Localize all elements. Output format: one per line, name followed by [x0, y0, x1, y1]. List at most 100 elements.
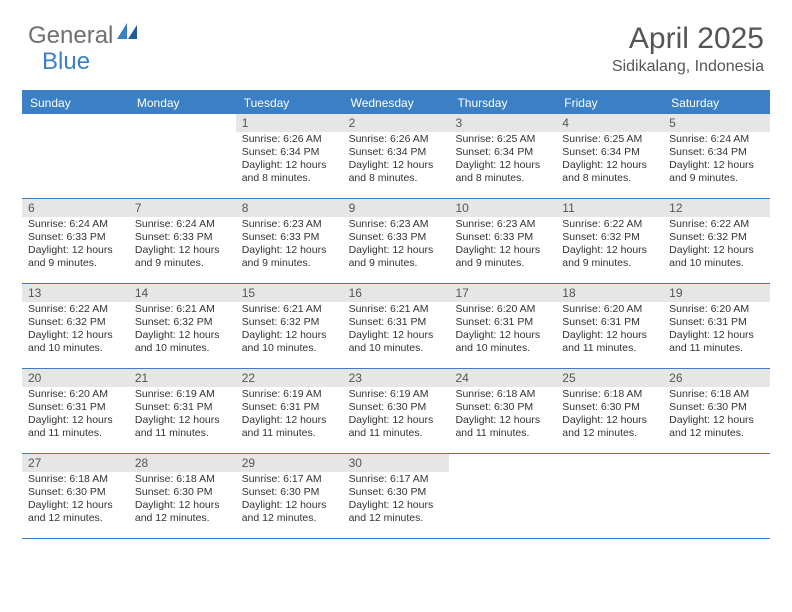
daylight-text: Daylight: 12 hours and 11 minutes.	[242, 414, 337, 440]
day-cell: 29Sunrise: 6:17 AMSunset: 6:30 PMDayligh…	[236, 454, 343, 538]
day-body: Sunrise: 6:18 AMSunset: 6:30 PMDaylight:…	[449, 387, 556, 445]
day-cell: 26Sunrise: 6:18 AMSunset: 6:30 PMDayligh…	[663, 369, 770, 453]
day-number: 1	[236, 114, 343, 132]
sunset-text: Sunset: 6:31 PM	[455, 316, 550, 329]
day-number: 11	[556, 199, 663, 217]
daylight-text: Daylight: 12 hours and 9 minutes.	[562, 244, 657, 270]
daylight-text: Daylight: 12 hours and 11 minutes.	[349, 414, 444, 440]
day-body: Sunrise: 6:21 AMSunset: 6:32 PMDaylight:…	[129, 302, 236, 360]
sunset-text: Sunset: 6:30 PM	[28, 486, 123, 499]
sunrise-text: Sunrise: 6:23 AM	[242, 218, 337, 231]
daylight-text: Daylight: 12 hours and 10 minutes.	[349, 329, 444, 355]
logo: General Blue	[28, 22, 141, 50]
sunset-text: Sunset: 6:30 PM	[349, 486, 444, 499]
day-number: 23	[343, 369, 450, 387]
sunset-text: Sunset: 6:32 PM	[242, 316, 337, 329]
sunrise-text: Sunrise: 6:21 AM	[135, 303, 230, 316]
daylight-text: Daylight: 12 hours and 9 minutes.	[669, 159, 764, 185]
day-cell: 6Sunrise: 6:24 AMSunset: 6:33 PMDaylight…	[22, 199, 129, 283]
page-title: April 2025	[612, 22, 764, 56]
day-cell: 9Sunrise: 6:23 AMSunset: 6:33 PMDaylight…	[343, 199, 450, 283]
sunset-text: Sunset: 6:34 PM	[562, 146, 657, 159]
daylight-text: Daylight: 12 hours and 11 minutes.	[28, 414, 123, 440]
day-cell: 13Sunrise: 6:22 AMSunset: 6:32 PMDayligh…	[22, 284, 129, 368]
day-body: Sunrise: 6:18 AMSunset: 6:30 PMDaylight:…	[663, 387, 770, 445]
sunrise-text: Sunrise: 6:20 AM	[669, 303, 764, 316]
sunrise-text: Sunrise: 6:20 AM	[28, 388, 123, 401]
sunset-text: Sunset: 6:31 PM	[135, 401, 230, 414]
daylight-text: Daylight: 12 hours and 11 minutes.	[455, 414, 550, 440]
day-number: 9	[343, 199, 450, 217]
day-number: 26	[663, 369, 770, 387]
daylight-text: Daylight: 12 hours and 8 minutes.	[455, 159, 550, 185]
day-body: Sunrise: 6:19 AMSunset: 6:31 PMDaylight:…	[236, 387, 343, 445]
sunset-text: Sunset: 6:30 PM	[669, 401, 764, 414]
sunrise-text: Sunrise: 6:19 AM	[349, 388, 444, 401]
sunrise-text: Sunrise: 6:23 AM	[455, 218, 550, 231]
daylight-text: Daylight: 12 hours and 10 minutes.	[28, 329, 123, 355]
sunrise-text: Sunrise: 6:17 AM	[242, 473, 337, 486]
header: General Blue April 2025 Sidikalang, Indo…	[0, 0, 792, 76]
day-cell: 1Sunrise: 6:26 AMSunset: 6:34 PMDaylight…	[236, 114, 343, 198]
day-body: Sunrise: 6:26 AMSunset: 6:34 PMDaylight:…	[343, 132, 450, 190]
day-body: Sunrise: 6:17 AMSunset: 6:30 PMDaylight:…	[236, 472, 343, 530]
week-row: 13Sunrise: 6:22 AMSunset: 6:32 PMDayligh…	[22, 284, 770, 369]
day-number: 22	[236, 369, 343, 387]
day-number: 10	[449, 199, 556, 217]
sunrise-text: Sunrise: 6:23 AM	[349, 218, 444, 231]
dow-row: Sunday Monday Tuesday Wednesday Thursday…	[22, 92, 770, 114]
logo-sail-icon	[117, 23, 139, 46]
day-cell: 19Sunrise: 6:20 AMSunset: 6:31 PMDayligh…	[663, 284, 770, 368]
sunrise-text: Sunrise: 6:20 AM	[455, 303, 550, 316]
day-cell: 8Sunrise: 6:23 AMSunset: 6:33 PMDaylight…	[236, 199, 343, 283]
sunrise-text: Sunrise: 6:21 AM	[242, 303, 337, 316]
day-body: Sunrise: 6:17 AMSunset: 6:30 PMDaylight:…	[343, 472, 450, 530]
week-row: 6Sunrise: 6:24 AMSunset: 6:33 PMDaylight…	[22, 199, 770, 284]
day-number: 4	[556, 114, 663, 132]
day-number	[22, 114, 129, 118]
day-number: 5	[663, 114, 770, 132]
sunset-text: Sunset: 6:31 PM	[28, 401, 123, 414]
day-number: 19	[663, 284, 770, 302]
day-body: Sunrise: 6:26 AMSunset: 6:34 PMDaylight:…	[236, 132, 343, 190]
day-cell	[22, 114, 129, 198]
daylight-text: Daylight: 12 hours and 8 minutes.	[349, 159, 444, 185]
day-number	[129, 114, 236, 118]
day-cell: 12Sunrise: 6:22 AMSunset: 6:32 PMDayligh…	[663, 199, 770, 283]
daylight-text: Daylight: 12 hours and 9 minutes.	[349, 244, 444, 270]
sunrise-text: Sunrise: 6:26 AM	[242, 133, 337, 146]
day-number: 2	[343, 114, 450, 132]
sunrise-text: Sunrise: 6:20 AM	[562, 303, 657, 316]
daylight-text: Daylight: 12 hours and 9 minutes.	[455, 244, 550, 270]
daylight-text: Daylight: 12 hours and 12 minutes.	[242, 499, 337, 525]
day-number: 12	[663, 199, 770, 217]
day-number: 24	[449, 369, 556, 387]
day-number: 3	[449, 114, 556, 132]
day-cell: 10Sunrise: 6:23 AMSunset: 6:33 PMDayligh…	[449, 199, 556, 283]
sunrise-text: Sunrise: 6:22 AM	[28, 303, 123, 316]
dow-saturday: Saturday	[663, 92, 770, 114]
day-body: Sunrise: 6:19 AMSunset: 6:31 PMDaylight:…	[129, 387, 236, 445]
day-cell: 30Sunrise: 6:17 AMSunset: 6:30 PMDayligh…	[343, 454, 450, 538]
day-cell: 18Sunrise: 6:20 AMSunset: 6:31 PMDayligh…	[556, 284, 663, 368]
logo-text-blue: Blue	[42, 48, 90, 76]
sunrise-text: Sunrise: 6:25 AM	[562, 133, 657, 146]
day-body: Sunrise: 6:25 AMSunset: 6:34 PMDaylight:…	[449, 132, 556, 190]
day-body: Sunrise: 6:20 AMSunset: 6:31 PMDaylight:…	[22, 387, 129, 445]
daylight-text: Daylight: 12 hours and 10 minutes.	[242, 329, 337, 355]
sunset-text: Sunset: 6:31 PM	[349, 316, 444, 329]
dow-friday: Friday	[556, 92, 663, 114]
day-cell: 14Sunrise: 6:21 AMSunset: 6:32 PMDayligh…	[129, 284, 236, 368]
day-cell: 5Sunrise: 6:24 AMSunset: 6:34 PMDaylight…	[663, 114, 770, 198]
sunrise-text: Sunrise: 6:19 AM	[135, 388, 230, 401]
sunrise-text: Sunrise: 6:19 AM	[242, 388, 337, 401]
day-number: 25	[556, 369, 663, 387]
day-body: Sunrise: 6:18 AMSunset: 6:30 PMDaylight:…	[22, 472, 129, 530]
logo-text-general: General	[28, 22, 113, 50]
day-body: Sunrise: 6:20 AMSunset: 6:31 PMDaylight:…	[449, 302, 556, 360]
day-body: Sunrise: 6:22 AMSunset: 6:32 PMDaylight:…	[556, 217, 663, 275]
day-cell: 23Sunrise: 6:19 AMSunset: 6:30 PMDayligh…	[343, 369, 450, 453]
day-body: Sunrise: 6:18 AMSunset: 6:30 PMDaylight:…	[129, 472, 236, 530]
daylight-text: Daylight: 12 hours and 12 minutes.	[349, 499, 444, 525]
week-row: 20Sunrise: 6:20 AMSunset: 6:31 PMDayligh…	[22, 369, 770, 454]
